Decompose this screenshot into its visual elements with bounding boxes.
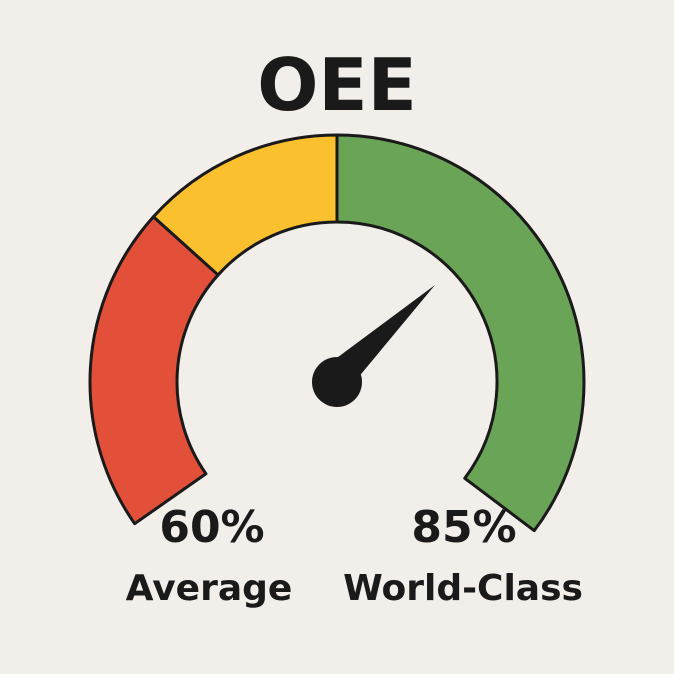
gauge-zone-red bbox=[88, 215, 220, 526]
gauge-needle bbox=[312, 285, 435, 407]
average-value: 60% bbox=[159, 502, 264, 553]
needle-hub bbox=[312, 357, 362, 407]
gauge-title: OEE bbox=[257, 43, 417, 127]
average-label: Average bbox=[126, 568, 293, 609]
world-class-value: 85% bbox=[411, 502, 516, 553]
gauge-zone-yellow bbox=[151, 133, 339, 277]
world-class-label: World-Class bbox=[343, 568, 583, 609]
gauge-arc bbox=[88, 133, 586, 533]
gauge-zone-green bbox=[335, 133, 586, 533]
